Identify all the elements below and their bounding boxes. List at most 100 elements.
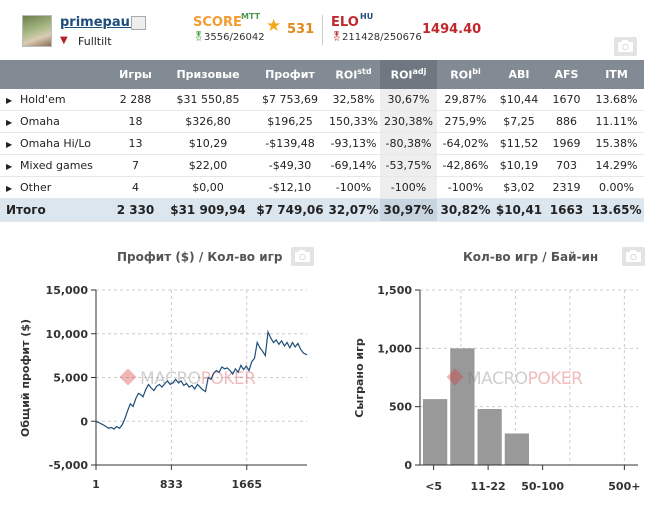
cell-name: ▶ Other (6, 181, 52, 194)
y-tick-label: 15,000 (46, 284, 89, 297)
expand-arrow-icon[interactable]: ▶ (6, 140, 13, 149)
x-tick-label: 1665 (231, 478, 262, 491)
expand-arrow-icon[interactable]: ▶ (6, 162, 13, 171)
profile-header: primepaul ▼ Fulltilt SCORE MTT 🎖 3556/26… (0, 0, 663, 58)
cell-prize: $10,29 (188, 137, 228, 150)
cell-name: ▶ Hold'em (6, 93, 66, 106)
games-chart-title: Кол-во игр / Бай-ин (463, 250, 599, 264)
cell-roi-std: -93,13% (330, 137, 377, 150)
expand-arrow-icon[interactable]: ▶ (6, 96, 13, 105)
cell-profit: $196,25 (267, 115, 313, 128)
country-flag-icon (131, 16, 146, 30)
cell-roi-adj: -80,38% (380, 132, 437, 155)
cell-itm: 0.00% (599, 181, 634, 194)
y-tick-label: 0 (80, 415, 88, 428)
cell-itm: 13.68% (595, 93, 638, 106)
cell-games: 4 (132, 181, 139, 194)
x-tick-label: <5 (425, 480, 442, 493)
elo-value: 1494.40 (422, 22, 482, 37)
avatar[interactable] (22, 15, 52, 47)
camera-icon[interactable] (614, 37, 637, 56)
medal-icon: 🎖 (193, 32, 205, 42)
cell-afs: 1969 (552, 137, 581, 150)
cell-itm: 11.11% (595, 115, 638, 128)
cell-name: Итого (0, 198, 108, 222)
cell-itm: 15.38% (595, 137, 638, 150)
cell-prize: $22,00 (188, 159, 228, 172)
bar (477, 409, 502, 465)
elo-label: ELO (331, 15, 359, 30)
cell-games: 7 (132, 159, 139, 172)
table-row[interactable]: ▶ Omaha Hi/Lo 13 $10,29 -$139,48 -93,13% -80,3… (0, 132, 644, 155)
cell-roi-bi: 29,87% (444, 93, 487, 106)
y-tick-label: -5,000 (49, 459, 89, 472)
cell-abi: $10,41 (494, 198, 544, 222)
col-prize[interactable]: Призовые (163, 60, 253, 89)
y-axis-label: Общий профит ($) (19, 319, 32, 437)
x-tick-label: 11-22 (471, 480, 506, 493)
bar (423, 399, 448, 465)
col-games[interactable]: Игры (108, 60, 163, 89)
cell-roi-adj: -100% (380, 176, 437, 199)
cell-roi-adj: 30,97% (380, 198, 437, 222)
cell-prize: $326,80 (185, 115, 231, 128)
medal-icon: 🎖 (331, 32, 343, 42)
cell-roi-bi: -42,86% (442, 159, 489, 172)
cell-games: 18 (128, 115, 143, 128)
cell-prize: $0,00 (192, 181, 224, 194)
expand-arrow-icon[interactable]: ▶ (6, 118, 13, 127)
header-divider (322, 15, 323, 45)
bar (450, 348, 475, 465)
cell-roi-std: 32,07% (327, 198, 380, 222)
cell-games: 2 288 (119, 93, 152, 106)
stats-table: Игры Призовые Профит ROIstd ROIadj ROIbi… (0, 60, 644, 222)
cell-roi-bi: -100% (447, 181, 484, 194)
cell-abi: $10,44 (499, 93, 539, 106)
col-afs[interactable]: AFS (544, 60, 589, 89)
col-roi-bi[interactable]: ROIbi (437, 60, 494, 89)
col-roi-std[interactable]: ROIstd (327, 60, 380, 89)
cell-profit: -$12,10 (268, 181, 312, 194)
elo-rank: 211428/250676 (342, 32, 422, 43)
score-value: 531 (287, 22, 315, 37)
cell-prize: $31 550,85 (176, 93, 240, 106)
col-roi-adj[interactable]: ROIadj (380, 60, 437, 89)
macropoker-watermark: MACROPOKER (446, 368, 584, 389)
profit-line (95, 329, 308, 430)
col-profit[interactable]: Профит (253, 60, 327, 89)
y-tick-label: 0 (404, 459, 412, 472)
cell-profit: -$139,48 (265, 137, 315, 150)
fulltilt-logo-icon: ▼ (60, 35, 68, 46)
x-tick-label: 833 (160, 478, 183, 491)
expand-arrow-icon[interactable]: ▶ (6, 184, 13, 193)
table-row[interactable]: ▶ Hold'em 2 288 $31 550,85 $7 753,69 32,58% 30… (0, 89, 644, 111)
score-type: MTT (241, 12, 261, 21)
cell-abi: $7,25 (503, 115, 535, 128)
cell-roi-std: 32,58% (332, 93, 375, 106)
y-tick-label: 1,000 (377, 342, 412, 355)
cell-games: 2 330 (108, 198, 163, 222)
camera-icon[interactable] (291, 247, 314, 266)
cell-profit: $7 749,06 (253, 198, 327, 222)
table-row[interactable]: ▶ Other 4 $0,00 -$12,10 -100% -100% -100% $3,02 2… (0, 176, 644, 199)
star-icon: ★ (266, 16, 282, 36)
cell-roi-std: -100% (335, 181, 372, 194)
col-abi[interactable]: ABI (494, 60, 544, 89)
score-label: SCORE (193, 15, 242, 30)
cell-roi-std: -69,14% (330, 159, 377, 172)
col-itm[interactable]: ITM (589, 60, 644, 89)
cell-roi-adj: -53,75% (380, 154, 437, 177)
table-row[interactable]: ▶ Mixed games 7 $22,00 -$49,30 -69,14% -53,75%… (0, 154, 644, 177)
cell-roi-std: 150,33% (329, 115, 378, 128)
svg-text:MACROPOKER: MACROPOKER (467, 369, 583, 389)
score-rank: 3556/26042 (204, 32, 265, 43)
cell-name: ▶ Omaha (6, 115, 60, 128)
table-row[interactable]: ▶ Omaha 18 $326,80 $196,25 150,33% 230,38% 275,… (0, 110, 644, 133)
cell-afs: 703 (556, 159, 577, 172)
cell-name: ▶ Mixed games (6, 159, 93, 172)
username-link[interactable]: primepaul (60, 15, 135, 30)
camera-icon[interactable] (622, 247, 645, 266)
cell-profit: $7 753,69 (262, 93, 318, 106)
y-tick-label: 10,000 (46, 328, 89, 341)
